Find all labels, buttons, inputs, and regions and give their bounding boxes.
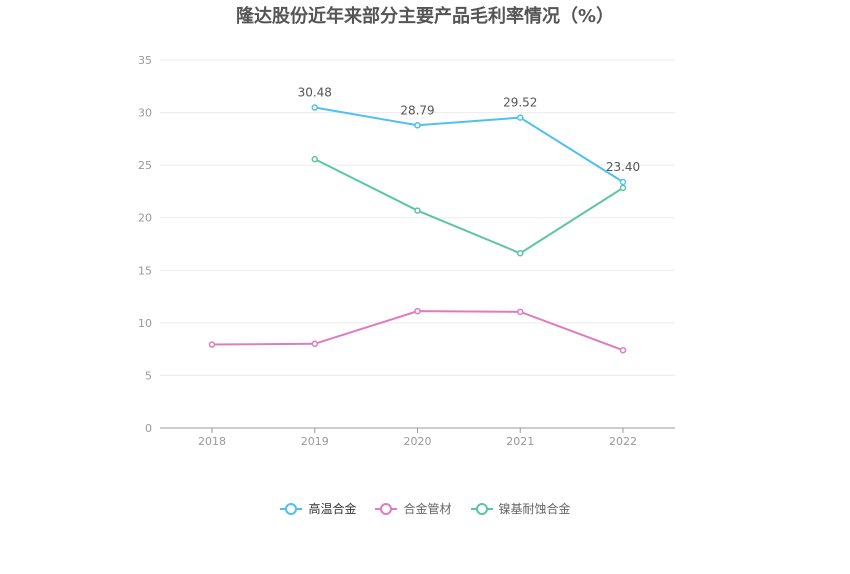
y-tick-label: 30 xyxy=(138,107,152,120)
legend-item-3[interactable]: 镍基耐蚀合金 xyxy=(470,500,571,517)
series-3 xyxy=(311,155,627,257)
legend-marker-icon xyxy=(280,502,303,515)
y-tick-label: 15 xyxy=(138,264,152,277)
data-point xyxy=(414,307,421,315)
data-point xyxy=(208,341,216,348)
data-label: 28.79 xyxy=(400,103,434,117)
data-point xyxy=(414,122,421,129)
x-tick-label: 2018 xyxy=(198,435,226,448)
data-label: 30.48 xyxy=(298,86,332,100)
data-point xyxy=(517,114,524,121)
series-1: 30.48 28.79 29.52 23.40 xyxy=(298,86,640,186)
x-tick-label: 2019 xyxy=(301,435,329,448)
series-line xyxy=(314,158,624,255)
series-line xyxy=(211,310,624,352)
legend-marker-icon xyxy=(375,502,398,515)
legend-label: 镍基耐蚀合金 xyxy=(498,502,571,516)
data-point xyxy=(311,155,318,163)
data-label: 29.52 xyxy=(503,96,537,110)
series-2 xyxy=(208,307,627,354)
y-tick-label: 25 xyxy=(138,159,152,172)
legend-marker-icon xyxy=(470,502,493,515)
y-tick-label: 20 xyxy=(138,212,152,225)
data-point xyxy=(619,184,627,192)
x-tick-label: 2022 xyxy=(609,435,637,448)
chart-legend: 高温合金 合金管材 镍基耐蚀合金 xyxy=(0,500,850,517)
data-point xyxy=(311,104,318,111)
y-tick-label: 5 xyxy=(145,369,152,382)
x-tick-label: 2020 xyxy=(404,435,432,448)
y-tick-label: 10 xyxy=(138,317,152,330)
legend-label: 合金管材 xyxy=(403,502,452,516)
series-line xyxy=(314,106,624,183)
legend-item-1[interactable]: 高温合金 xyxy=(279,500,356,517)
y-tick-label: 35 xyxy=(138,54,152,67)
data-point xyxy=(414,207,421,214)
legend-label: 高温合金 xyxy=(308,502,357,516)
x-tick-label: 2021 xyxy=(506,435,534,448)
data-point xyxy=(619,178,627,186)
legend-item-2[interactable]: 合金管材 xyxy=(374,500,452,517)
data-label: 23.40 xyxy=(606,160,640,174)
data-point xyxy=(517,308,524,316)
chart-title: 隆达股份近年来部分主要产品毛利率情况（%） xyxy=(235,6,615,27)
data-point xyxy=(517,250,524,257)
data-point xyxy=(619,346,627,354)
y-tick-label: 0 xyxy=(145,422,152,435)
data-point xyxy=(311,340,318,348)
